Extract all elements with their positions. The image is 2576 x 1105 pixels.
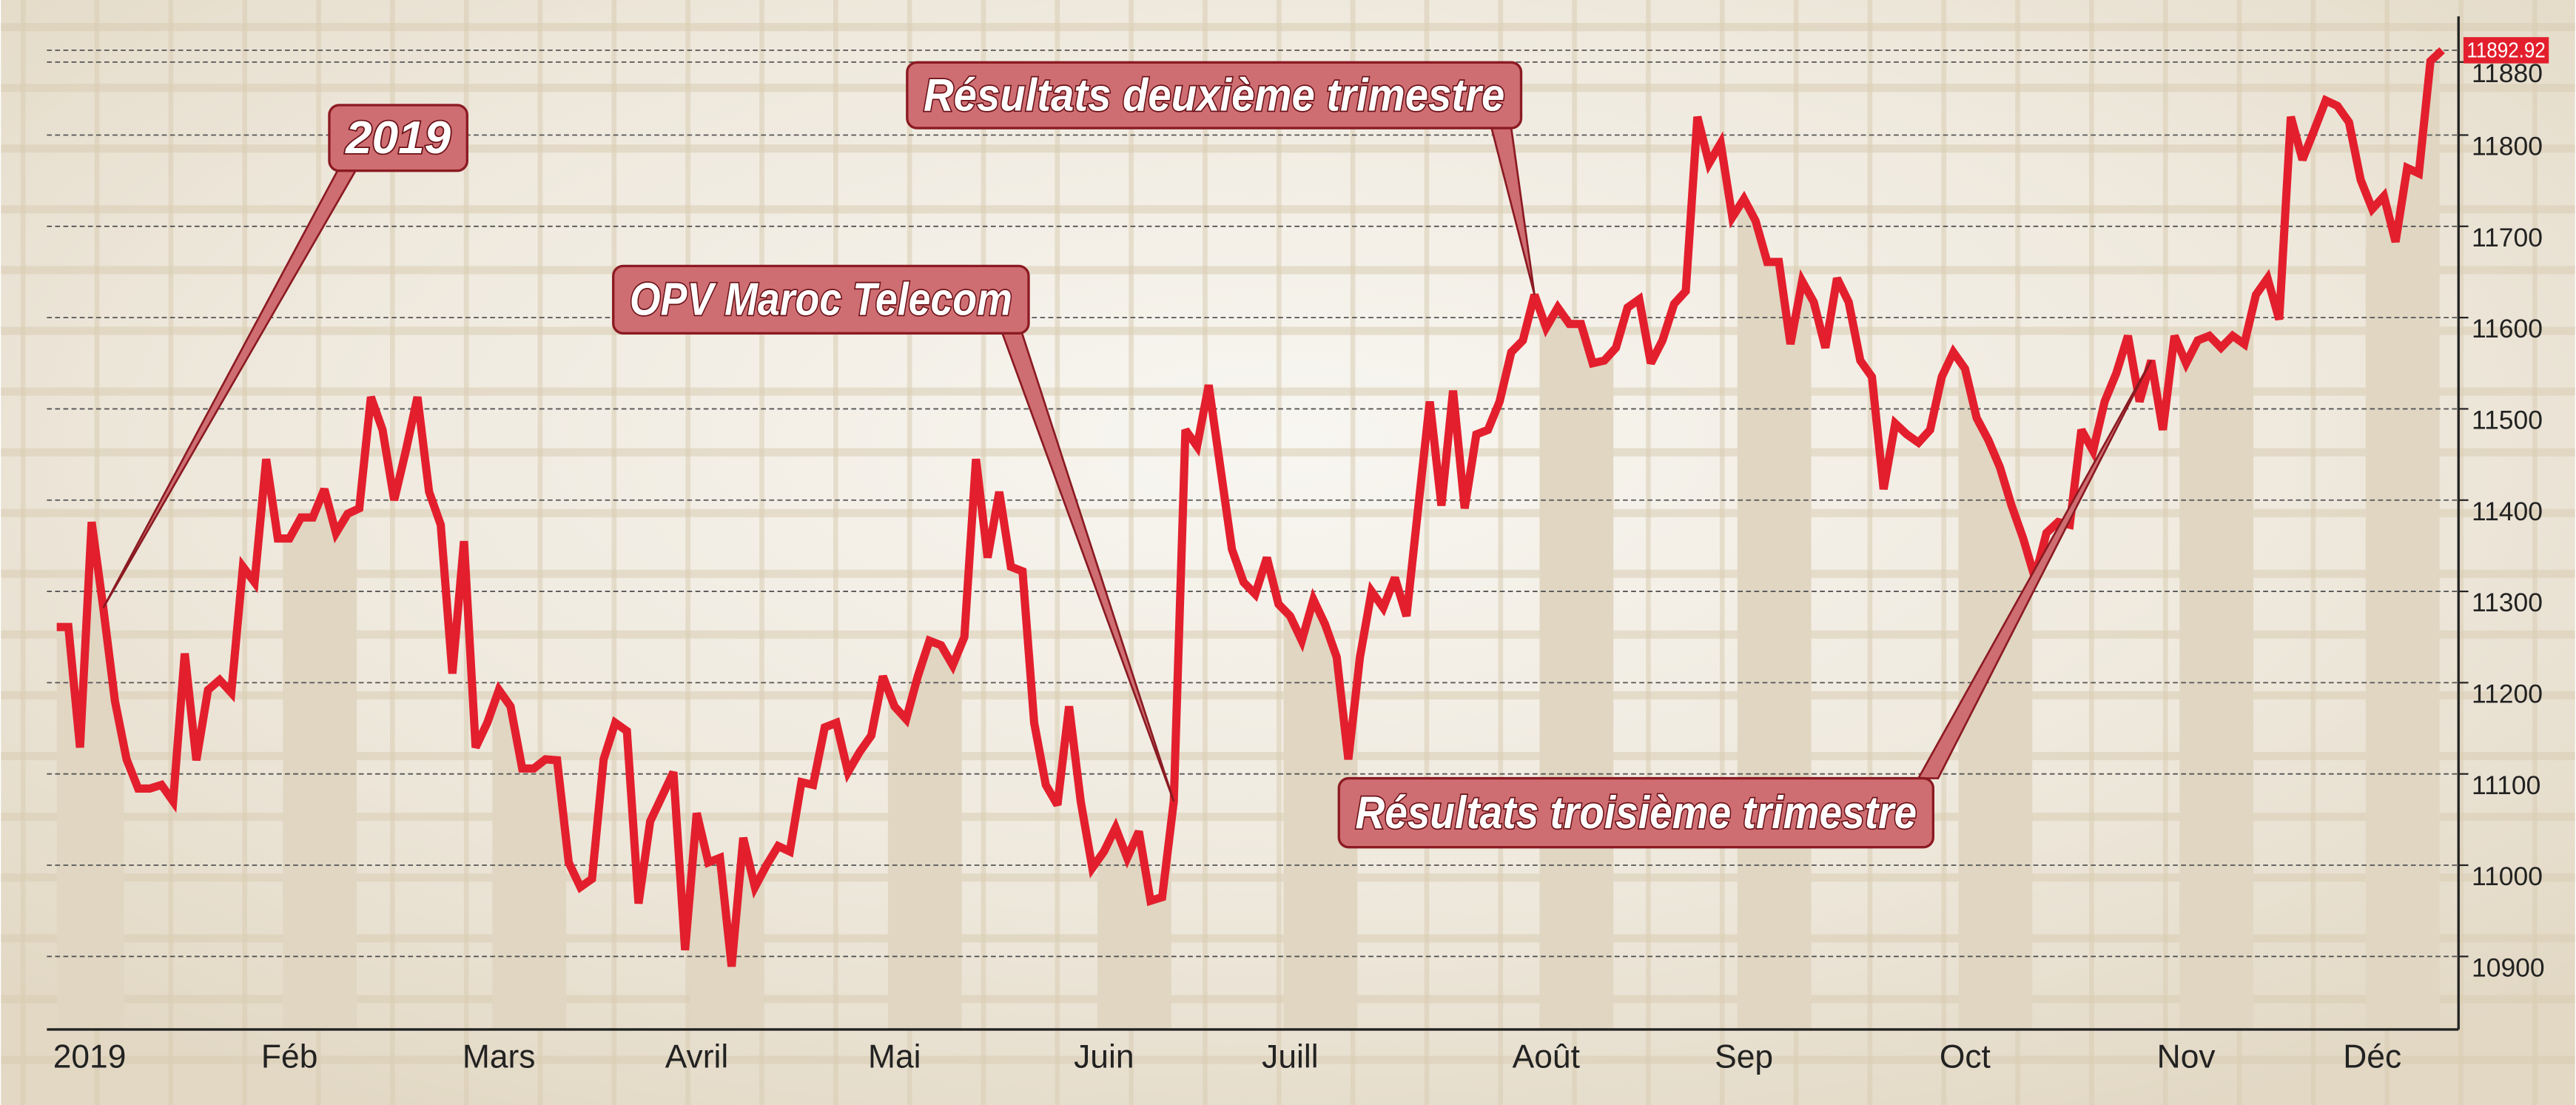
x-tick-label: Nov bbox=[2157, 1039, 2216, 1075]
y-tick-label: 10900 bbox=[2472, 953, 2545, 982]
callout-text: Résultats troisième trimestre bbox=[1355, 787, 1917, 839]
y-tick-label: 11600 bbox=[2472, 314, 2543, 343]
x-tick-label: Août bbox=[1513, 1039, 1580, 1075]
x-tick-label: Juin bbox=[1074, 1039, 1134, 1075]
last-value-badge bbox=[2463, 37, 2549, 64]
x-tick-label: Féb bbox=[261, 1039, 317, 1075]
x-tick-label: Mai bbox=[868, 1039, 921, 1075]
callout-text: OPV Maroc Telecom bbox=[630, 275, 1012, 326]
x-tick-label: Avril bbox=[665, 1039, 728, 1075]
x-tick-label: Juill bbox=[1262, 1039, 1318, 1075]
x-tick-label: Mars bbox=[463, 1039, 536, 1075]
y-tick-label: 11200 bbox=[2472, 679, 2543, 708]
y-tick-label: 11800 bbox=[2472, 132, 2543, 161]
callout-text: 2019 bbox=[345, 112, 451, 164]
x-tick-label: Sep bbox=[1715, 1039, 1773, 1075]
price-line bbox=[56, 47, 2445, 967]
x-tick-label: Déc bbox=[2343, 1039, 2401, 1075]
y-tick-label: 11500 bbox=[2472, 406, 2543, 435]
callout-box bbox=[1337, 776, 1935, 849]
y-tick-label: 11000 bbox=[2472, 862, 2543, 891]
callout-box bbox=[612, 264, 1030, 335]
y-tick-label: 11100 bbox=[2472, 770, 2540, 800]
y-tick-label: 11400 bbox=[2472, 497, 2543, 526]
callout-box bbox=[328, 104, 468, 172]
callout-box bbox=[906, 61, 1523, 130]
x-tick-label: Oct bbox=[1940, 1039, 1991, 1075]
last-value-label: 11892.92 bbox=[2466, 39, 2545, 63]
callout-text: Résultats deuxième trimestre bbox=[924, 70, 1504, 121]
x-tick-label: 2019 bbox=[53, 1039, 127, 1075]
y-tick-label: 11700 bbox=[2472, 223, 2543, 252]
y-tick-label: 11300 bbox=[2472, 588, 2543, 617]
